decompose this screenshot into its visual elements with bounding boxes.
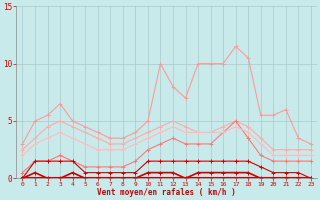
X-axis label: Vent moyen/en rafales ( km/h ): Vent moyen/en rafales ( km/h ) [97, 188, 236, 197]
